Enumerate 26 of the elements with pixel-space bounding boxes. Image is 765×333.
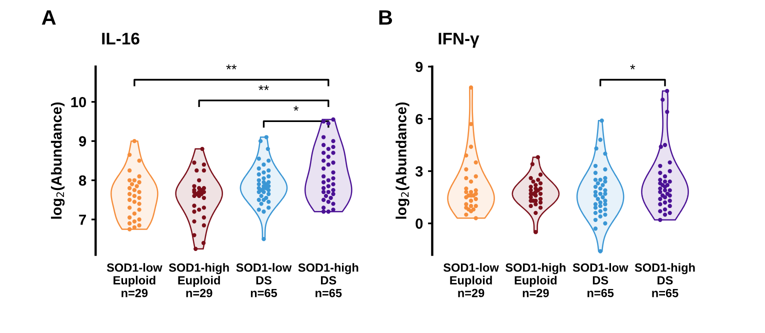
x-tick-label: SOD1-high Euploid n=29 <box>168 263 229 298</box>
chart-title: IFN-γ <box>438 32 480 48</box>
y-tick-label: 8 <box>78 175 86 186</box>
annotation: ** <box>226 64 237 70</box>
x-tick-label: SOD1-low Euploid n=29 <box>443 263 499 298</box>
y-tick-label: 10 <box>71 96 86 108</box>
y-tick-label: 7 <box>79 214 86 225</box>
text: B <box>379 10 392 25</box>
y-tick-label: 9 <box>78 136 86 146</box>
x-tick-label: SOD1-low DS n=65 <box>572 263 628 298</box>
y-tick-label: 3 <box>415 166 423 177</box>
text: A <box>42 10 56 25</box>
x-tick-label: SOD1-low DS n=65 <box>236 263 292 298</box>
annotation: * <box>294 106 299 111</box>
y-tick-label: 6 <box>416 114 423 124</box>
y-tick-label: 0 <box>416 218 423 229</box>
y-axis-title: log$_{2}$(Abundance) <box>396 102 410 219</box>
y-tick-label: 9 <box>416 62 423 72</box>
x-tick-label: SOD1-high DS n=65 <box>298 263 358 298</box>
annotation: ** <box>258 85 269 90</box>
chart-title: IL-16 <box>102 32 140 44</box>
x-tick-label: SOD1-high Euploid n=29 <box>506 263 566 298</box>
x-tick-label: SOD1-high DS n=65 <box>634 263 695 298</box>
y-axis-title: log$_{2}$(Abundance) <box>50 102 65 219</box>
annotation: * <box>630 64 636 70</box>
x-tick-label: SOD1-low Euploid n=29 <box>106 263 162 298</box>
